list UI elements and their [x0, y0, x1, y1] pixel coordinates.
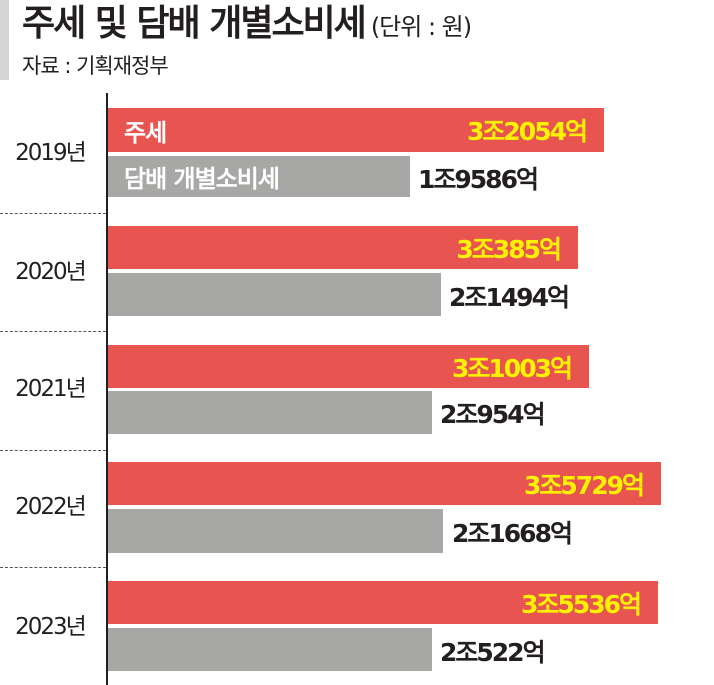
legend-liquor-tax: 주세 — [124, 118, 167, 147]
year-label-2019: 2019년 — [15, 140, 87, 166]
title-accent-strip — [0, 0, 9, 80]
liquor-tax-bar-2022: 3조5729억 — [108, 462, 661, 505]
tobacco-tax-value-2020: 2조1494억 — [449, 283, 570, 312]
liquor-tax-value-2022: 3조5729억 — [524, 470, 645, 500]
tobacco-tax-bar-2019: 담배 개별소비세 — [108, 156, 410, 197]
legend-tobacco-tax: 담배 개별소비세 — [124, 165, 280, 193]
unit-label: (단위 : 원) — [370, 13, 472, 41]
tobacco-tax-bar-2023 — [108, 628, 432, 671]
tobacco-tax-value-2023: 2조522억 — [440, 638, 546, 667]
tobacco-tax-value-2021: 2조954억 — [440, 400, 546, 429]
year-label-2020: 2020년 — [15, 259, 87, 285]
row-separator — [0, 567, 106, 568]
liquor-tax-value-2023: 3조5536억 — [521, 589, 642, 619]
tobacco-tax-value-2019: 1조9586억 — [418, 165, 539, 194]
year-label-2023: 2023년 — [15, 614, 87, 640]
liquor-tax-bar-2020: 3조385억 — [108, 226, 578, 269]
year-label-2022: 2022년 — [15, 494, 87, 520]
row-separator — [0, 450, 106, 451]
chart-title-text: 주세 및 담배 개별소비세 — [22, 3, 367, 44]
tobacco-tax-bar-2021 — [108, 391, 432, 434]
chart-title: 주세 및 담배 개별소비세 (단위 : 원) — [22, 2, 472, 52]
liquor-tax-bar-2023: 3조5536억 — [108, 581, 658, 624]
row-separator — [0, 331, 106, 332]
y-axis-line — [106, 93, 108, 685]
liquor-tax-value-2020: 3조385억 — [456, 234, 562, 264]
tobacco-tax-value-2022: 2조1668억 — [452, 519, 573, 548]
tobacco-tax-bar-2020 — [108, 273, 441, 316]
liquor-tax-bar-2021: 3조1003억 — [108, 345, 589, 388]
tobacco-tax-bar-2022 — [108, 509, 443, 553]
liquor-tax-value-2019: 3조2054억 — [467, 117, 588, 146]
row-separator — [0, 213, 106, 214]
liquor-tax-bar-2019: 주세 3조2054억 — [108, 108, 604, 152]
source-label: 자료 : 기획재정부 — [22, 54, 169, 78]
year-label-2021: 2021년 — [15, 376, 87, 402]
liquor-tax-value-2021: 3조1003억 — [452, 353, 573, 383]
